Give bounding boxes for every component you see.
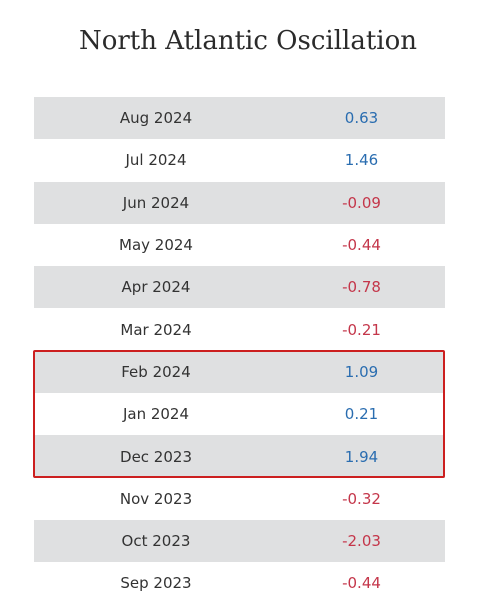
row-date: Dec 2023	[120, 447, 192, 466]
row-value: -0.44	[342, 236, 381, 255]
row-date: Aug 2024	[119, 109, 193, 128]
row-date: Sep 2023	[120, 574, 192, 593]
table-row-highlighted: Jan 2024 0.21	[34, 393, 445, 435]
row-date: Oct 2023	[121, 532, 191, 551]
row-value: -0.78	[342, 278, 381, 297]
row-value: -0.21	[342, 320, 381, 339]
row-value: 1.46	[344, 151, 379, 170]
row-value: -0.09	[342, 193, 381, 212]
row-value: -0.32	[342, 489, 381, 508]
table-row: Apr 2024 -0.78	[34, 266, 445, 309]
row-date: Apr 2024	[121, 278, 191, 297]
table-row: Jul 2024 1.46	[34, 139, 445, 181]
table-row: Jun 2024 -0.09	[34, 181, 445, 224]
row-value: 1.94	[344, 447, 379, 466]
row-value: 0.21	[344, 405, 379, 424]
row-date: Jul 2024	[125, 151, 187, 170]
row-value: -0.44	[342, 574, 381, 593]
table-row: Aug 2024 0.63	[34, 97, 445, 140]
table-row: May 2024 -0.44	[34, 224, 445, 266]
table-row: Mar 2024 -0.21	[34, 308, 445, 350]
row-date: Nov 2023	[119, 489, 193, 508]
table-row-highlighted: Feb 2024 1.09	[34, 350, 445, 394]
row-date: May 2024	[119, 236, 193, 255]
row-date: Feb 2024	[121, 362, 191, 381]
nao-table: Aug 2024 0.63 Jul 2024 1.46 Jun 2024 -0.…	[34, 97, 445, 605]
row-date: Jan 2024	[122, 405, 190, 424]
row-value: 1.09	[344, 362, 379, 381]
row-date: Jun 2024	[122, 193, 190, 212]
page-title: North Atlantic Oscillation	[78, 26, 418, 56]
table-row: Oct 2023 -2.03	[34, 519, 445, 563]
table-row: Sep 2023 -0.44	[34, 562, 445, 604]
table-row: Nov 2023 -0.32	[34, 478, 445, 520]
table-row-highlighted: Dec 2023 1.94	[34, 435, 445, 478]
row-value: 0.63	[344, 109, 379, 128]
row-value: -2.03	[342, 532, 381, 551]
row-date: Mar 2024	[120, 320, 192, 339]
